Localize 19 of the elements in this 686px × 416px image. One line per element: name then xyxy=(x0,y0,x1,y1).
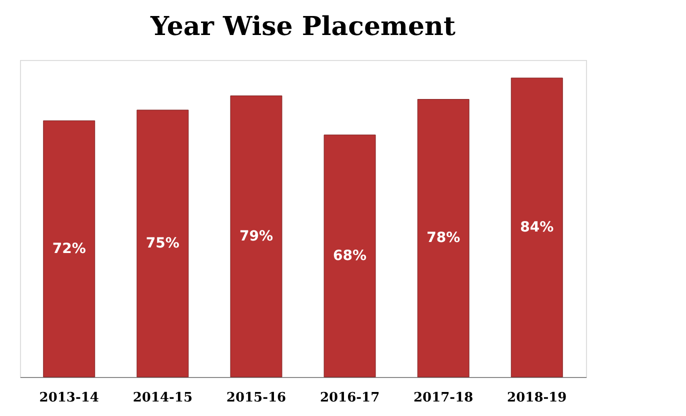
data-label: 78% xyxy=(426,230,460,246)
data-label: 75% xyxy=(146,235,180,252)
x-tick-label: 2017-18 xyxy=(413,390,474,406)
x-tick-label: 2014-15 xyxy=(132,390,193,406)
bar xyxy=(136,110,189,378)
data-label: 84% xyxy=(520,219,554,236)
x-tick-label: 2018-19 xyxy=(507,390,567,406)
x-tick-label: 2016-17 xyxy=(320,390,380,406)
bar xyxy=(324,134,376,378)
data-label: 68% xyxy=(333,248,367,264)
data-label: 79% xyxy=(239,228,273,244)
bar xyxy=(510,78,563,378)
bar xyxy=(43,120,96,378)
data-label: 72% xyxy=(52,240,86,257)
bar xyxy=(417,99,470,378)
x-tick-label: 2015-16 xyxy=(226,390,286,406)
chart-title: Year Wise Placement xyxy=(150,12,456,42)
x-tick-label: 2013-14 xyxy=(39,390,99,406)
bar xyxy=(230,95,282,378)
